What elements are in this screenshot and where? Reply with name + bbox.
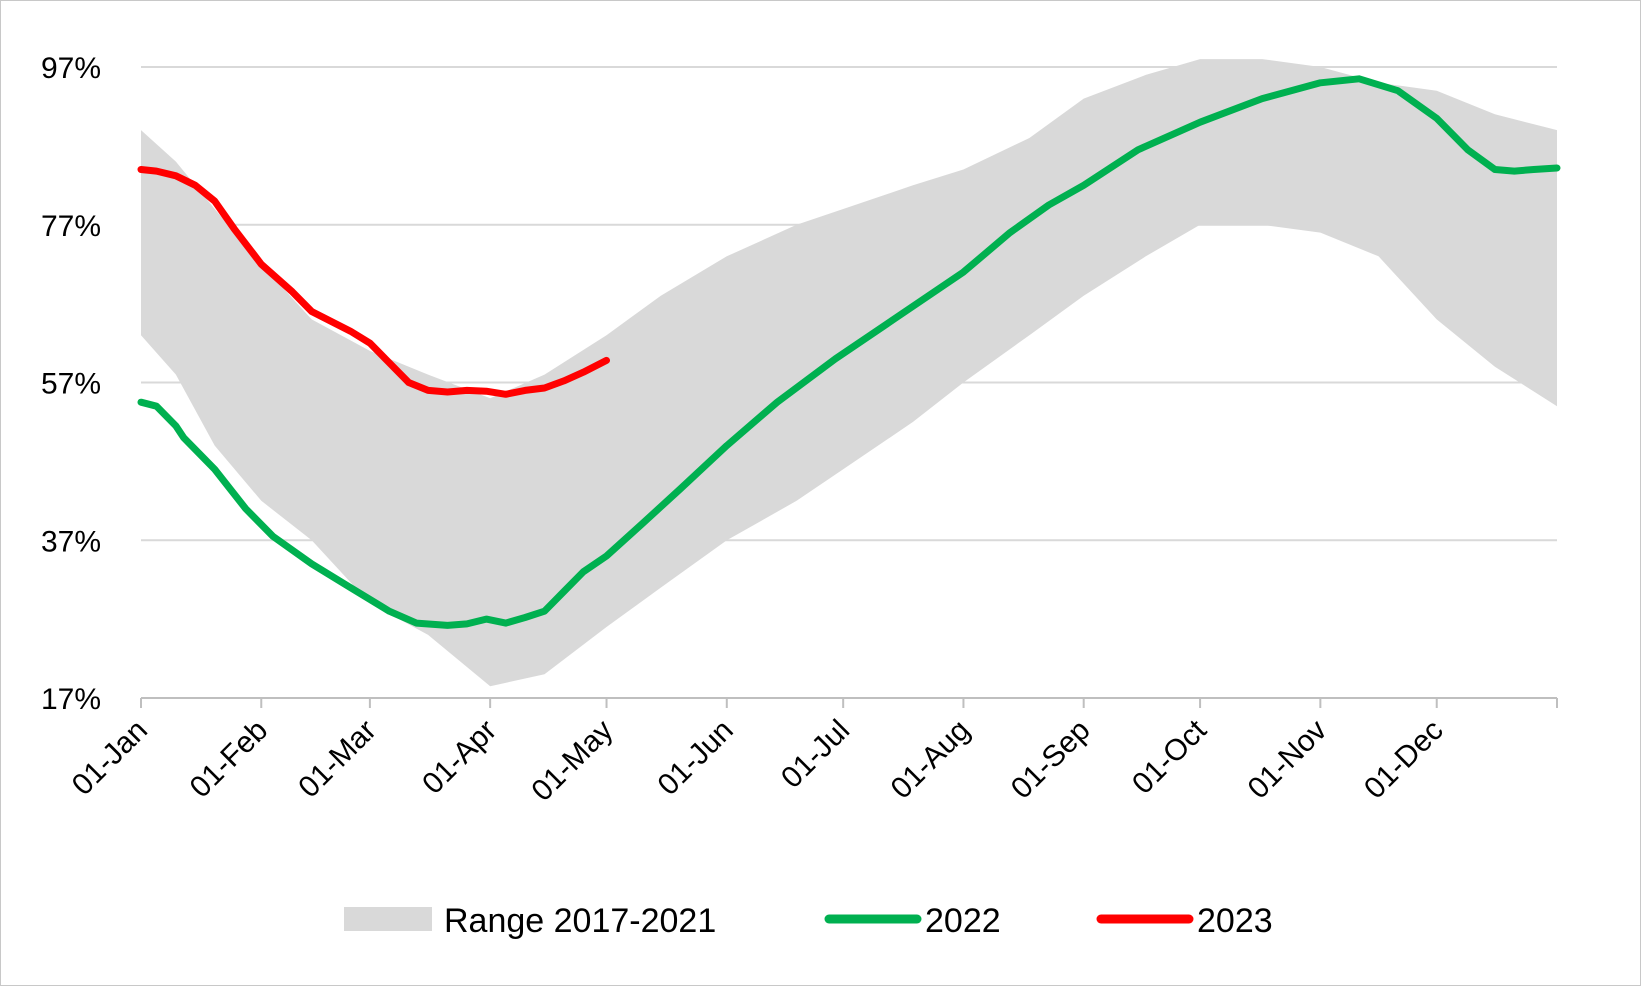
series-line-2022 [137, 75, 1561, 629]
x-tick-label-10: 01-Nov [1242, 714, 1334, 806]
legend-swatch-range [344, 907, 432, 931]
x-tick-label-2: 01-Mar [292, 714, 383, 805]
y-tick-label-0: 97% [41, 52, 101, 85]
range-band [141, 59, 1557, 687]
x-tick-label-11: 01-Dec [1358, 714, 1450, 806]
legend: Range 2017-2021 2022 2023 [344, 902, 1273, 940]
x-tick-label-6: 01-Jul [775, 714, 856, 795]
x-axis-ticks: 01-Jan 01-Feb 01-Mar 01-Apr 01-May 01-Jun 01-J… [66, 713, 1450, 808]
x-axis [140, 697, 1558, 708]
y-tick-label-3: 37% [41, 525, 101, 558]
series-layer [137, 75, 1561, 629]
y-tick-label-1: 77% [41, 210, 101, 243]
x-tick-label-3: 01-Apr [416, 714, 503, 801]
legend-label-range: Range 2017-2021 [444, 902, 716, 940]
y-tick-label-2: 57% [41, 368, 101, 401]
series-line-2023 [137, 166, 610, 398]
x-tick-label-9: 01-Oct [1126, 713, 1213, 800]
x-tick-label-4: 01-May [525, 714, 619, 808]
x-tick-label-5: 01-Jun [652, 714, 740, 802]
x-tick-label-0: 01-Jan [66, 714, 154, 802]
legend-label-2022: 2022 [925, 902, 1001, 940]
y-tick-label-4: 17% [41, 683, 101, 716]
x-tick-label-7: 01-Aug [885, 714, 977, 806]
y-axis-ticks: 97% 77% 57% 37% 17% [41, 52, 101, 716]
x-tick-label-8: 01-Sep [1005, 714, 1097, 806]
legend-label-2023: 2023 [1197, 902, 1273, 940]
x-tick-label-1: 01-Feb [184, 714, 275, 805]
range-band-layer [141, 59, 1557, 687]
